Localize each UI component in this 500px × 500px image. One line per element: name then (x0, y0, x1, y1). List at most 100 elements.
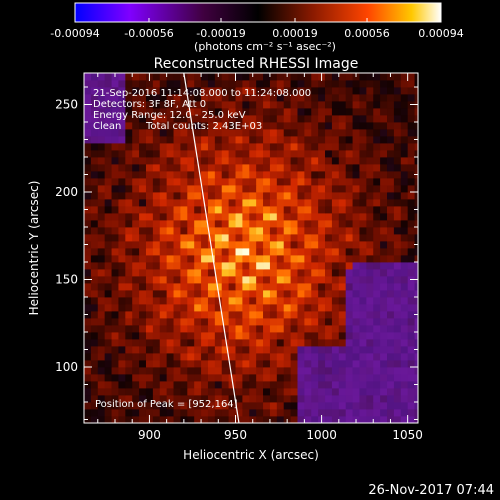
heatmap-cell (297, 101, 305, 109)
heatmap-cell (228, 311, 236, 319)
heatmap-cell (235, 241, 243, 249)
heatmap-cell (263, 220, 271, 228)
heatmap-cell (256, 290, 264, 298)
heatmap-cell (304, 73, 312, 81)
heatmap-cell (387, 171, 395, 179)
heatmap-cell (290, 108, 298, 116)
heatmap-cell (97, 255, 106, 263)
heatmap-cell (242, 234, 250, 242)
heatmap-cell (221, 276, 230, 284)
heatmap-cell (187, 73, 195, 81)
heatmap-cell (352, 395, 360, 403)
heatmap-cell (352, 122, 360, 130)
heatmap-cell (304, 402, 312, 410)
heatmap-cell (380, 409, 388, 417)
heatmap-cell (207, 122, 216, 130)
heatmap-cell (256, 318, 264, 326)
heatmap-cell (276, 115, 285, 123)
heatmap-cell (318, 199, 326, 207)
heatmap-cell (256, 276, 264, 284)
heatmap-cell (283, 409, 291, 417)
heatmap-cell (345, 206, 353, 214)
heatmap-cell (207, 220, 216, 228)
heatmap-cell (331, 374, 340, 382)
heatmap-cell (276, 339, 285, 347)
heatmap-cell (104, 206, 112, 214)
heatmap-cell (256, 241, 264, 249)
heatmap-cell (393, 199, 402, 207)
heatmap-cell (242, 311, 250, 319)
heatmap-cell (269, 136, 278, 144)
heatmap-cell (201, 353, 209, 361)
heatmap-cell (97, 73, 106, 81)
heatmap-cell (276, 395, 285, 403)
heatmap-cells (84, 73, 418, 423)
heatmap-cell (256, 262, 264, 270)
heatmap-cell (338, 199, 347, 207)
heatmap-cell (125, 213, 133, 221)
heatmap-cell (145, 276, 154, 284)
heatmap-cell (380, 220, 388, 228)
heatmap-cell (380, 94, 388, 102)
heatmap-cell (235, 150, 243, 158)
heatmap-cell (263, 234, 271, 242)
heatmap-cell (132, 269, 140, 277)
heatmap-cell (139, 409, 147, 417)
heatmap-cell (104, 402, 112, 410)
heatmap-cell (276, 157, 285, 165)
heatmap-cell (318, 178, 326, 186)
heatmap-cell (104, 129, 112, 137)
heatmap-cell (338, 395, 347, 403)
heatmap-cell (414, 94, 418, 102)
heatmap-cell (400, 269, 409, 277)
heatmap-cell (311, 255, 319, 263)
heatmap-cell (235, 416, 243, 423)
heatmap-cell (256, 339, 264, 347)
heatmap-cell (242, 360, 250, 368)
heatmap-cell (235, 248, 243, 256)
heatmap-cell (228, 234, 236, 242)
heatmap-cell (207, 416, 216, 423)
heatmap-cell (111, 381, 119, 389)
heatmap-cell (311, 416, 319, 423)
heatmap-cell (297, 402, 305, 410)
heatmap-cell (263, 360, 271, 368)
heatmap-cell (387, 136, 395, 144)
heatmap-cell (256, 108, 264, 116)
heatmap-cell (269, 248, 278, 256)
heatmap-cell (345, 178, 353, 186)
heatmap-cell (338, 185, 347, 193)
heatmap-cell (173, 178, 181, 186)
heatmap-cell (159, 395, 168, 403)
heatmap-cell (283, 255, 291, 263)
heatmap-cell (290, 150, 298, 158)
heatmap-cell (269, 143, 278, 151)
heatmap-cell (221, 290, 230, 298)
heatmap-cell (304, 416, 312, 423)
heatmap-cell (380, 269, 388, 277)
heatmap-cell (132, 367, 140, 375)
heatmap-cell (125, 304, 133, 312)
heatmap-cell (111, 108, 119, 116)
heatmap-cell (331, 416, 340, 423)
heatmap-cell (269, 122, 278, 130)
heatmap-cell (290, 185, 298, 193)
heatmap-cell (228, 297, 236, 305)
heatmap-cell (373, 101, 381, 109)
heatmap-cell (221, 199, 230, 207)
heatmap-cell (201, 213, 209, 221)
heatmap-cell (221, 185, 230, 193)
heatmap-cell (318, 150, 326, 158)
heatmap-cell (111, 115, 119, 123)
heatmap-cell (111, 395, 119, 403)
heatmap-cell (242, 150, 250, 158)
heatmap-cell (97, 332, 106, 340)
heatmap-cell (290, 367, 298, 375)
heatmap-cell (104, 171, 112, 179)
heatmap-cell (331, 381, 340, 389)
heatmap-cell (139, 283, 147, 291)
heatmap-cell (235, 353, 243, 361)
heatmap-cell (387, 150, 395, 158)
heatmap-cell (331, 353, 340, 361)
heatmap-cell (283, 311, 291, 319)
